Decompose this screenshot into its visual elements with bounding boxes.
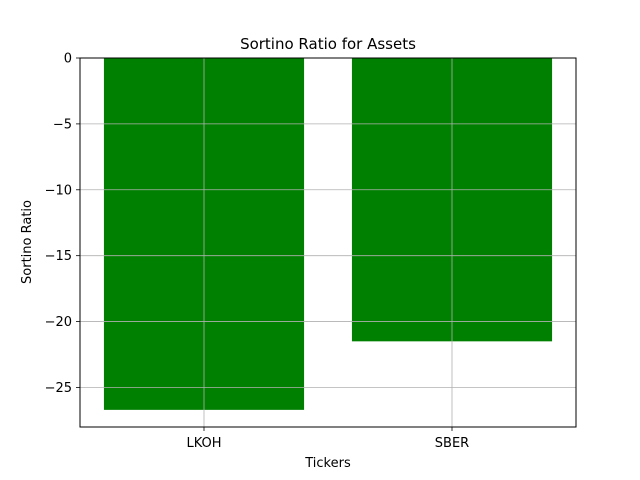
y-tick-label: −10 bbox=[45, 183, 72, 198]
x-axis-label: Tickers bbox=[304, 456, 351, 471]
y-tick-label: −5 bbox=[53, 117, 72, 132]
y-tick-label: −15 bbox=[45, 249, 72, 264]
ticks-layer: 0 −5 −10 −15 −20 −25 LKOH SBER bbox=[45, 52, 470, 452]
y-tick-label: −25 bbox=[45, 381, 72, 396]
x-tick-label: SBER bbox=[435, 436, 469, 451]
y-tick-label: −20 bbox=[45, 315, 72, 330]
chart-title: Sortino Ratio for Assets bbox=[240, 35, 416, 53]
x-tick-label: LKOH bbox=[186, 436, 221, 451]
plot-frame bbox=[79, 57, 577, 428]
y-tick-label: 0 bbox=[64, 52, 72, 67]
y-axis-label: Sortino Ratio bbox=[20, 200, 35, 284]
